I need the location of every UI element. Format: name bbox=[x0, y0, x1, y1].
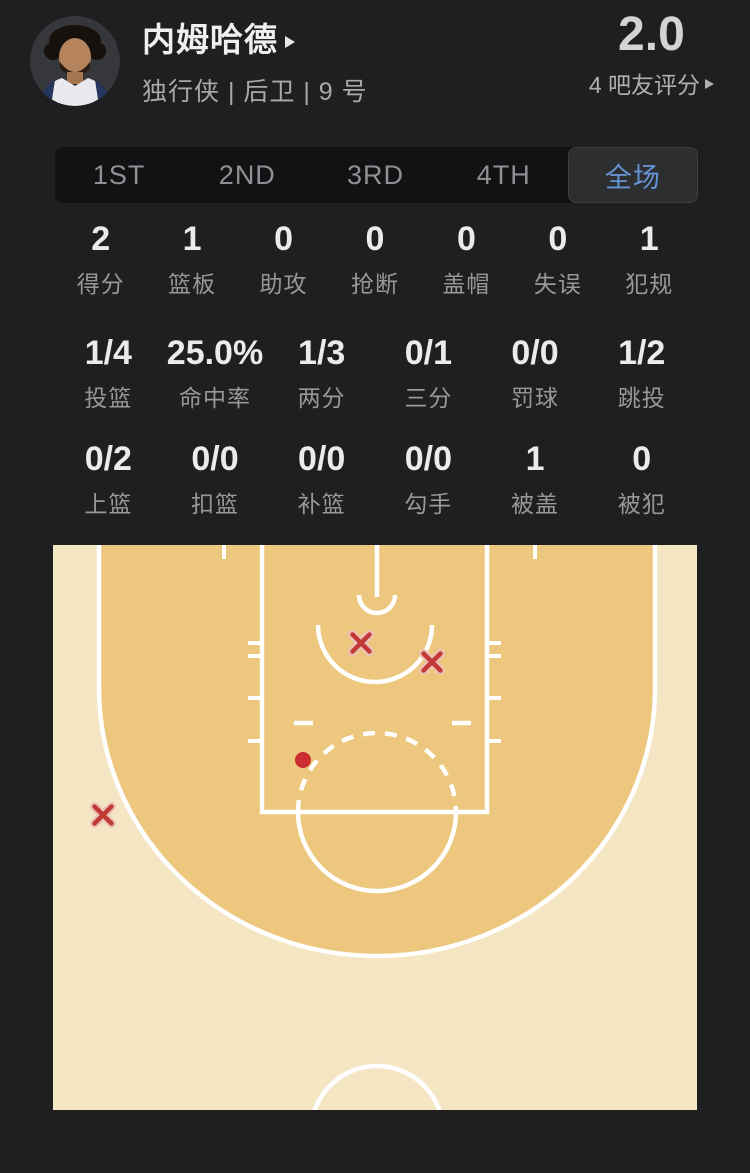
stat-盖帽: 0 盖帽 bbox=[421, 220, 512, 299]
stat-value: 2 bbox=[91, 220, 111, 258]
rating-link[interactable]: 2.0 4 吧友评分 bbox=[589, 10, 714, 100]
stat-label: 篮板 bbox=[168, 271, 217, 297]
stat-失误: 0 失误 bbox=[512, 220, 603, 299]
restricted-area-arc bbox=[315, 624, 435, 685]
free-throw-circle-solid bbox=[295, 811, 459, 894]
stat-value: 0/0 bbox=[511, 334, 559, 372]
stat-label: 犯规 bbox=[625, 271, 674, 297]
player-name-link[interactable]: 内姆哈德 bbox=[142, 22, 295, 58]
stat-label: 投篮 bbox=[84, 385, 133, 411]
shot-markers bbox=[90, 630, 445, 828]
stat-跳投: 1/2 跳投 bbox=[588, 334, 695, 413]
stat-value: 0 bbox=[365, 220, 385, 258]
stat-value: 0/2 bbox=[84, 440, 132, 478]
rating-caption: 4 吧友评分 bbox=[588, 72, 700, 98]
chevron-right-icon bbox=[705, 78, 714, 89]
stat-value: 0/1 bbox=[404, 334, 452, 372]
stat-两分: 1/3 两分 bbox=[268, 334, 375, 413]
stat-被盖: 1 被盖 bbox=[482, 440, 589, 519]
stat-label: 盖帽 bbox=[442, 271, 491, 297]
stat-value: 1 bbox=[639, 220, 659, 258]
stat-扣篮: 0/0 扣篮 bbox=[162, 440, 269, 519]
stat-抢断: 0 抢断 bbox=[329, 220, 420, 299]
stat-label: 上篮 bbox=[84, 491, 133, 517]
player-header: 内姆哈德 独行侠 | 后卫 | 9 号 2.0 4 吧友评分 bbox=[0, 0, 750, 140]
stat-label: 被盖 bbox=[511, 491, 560, 517]
player-name: 内姆哈德 bbox=[142, 21, 278, 58]
stat-label: 罚球 bbox=[511, 385, 560, 411]
stat-label: 失误 bbox=[533, 271, 582, 297]
stat-补篮: 0/0 补篮 bbox=[268, 440, 375, 519]
stat-value: 1/3 bbox=[298, 334, 346, 372]
stat-value: 25.0% bbox=[166, 334, 264, 372]
rating-value: 2.0 bbox=[618, 8, 685, 61]
stat-value: 1 bbox=[182, 220, 202, 258]
missed-shot-marker bbox=[348, 630, 374, 656]
stat-被犯: 0 被犯 bbox=[588, 440, 695, 519]
stat-勾手: 0/0 勾手 bbox=[375, 440, 482, 519]
stat-label: 三分 bbox=[404, 385, 453, 411]
made-shot-marker bbox=[295, 752, 311, 768]
court-floor-inside-arc bbox=[99, 545, 655, 956]
lane-lines bbox=[259, 545, 490, 815]
missed-shot-marker bbox=[419, 649, 445, 675]
stat-value: 1 bbox=[525, 440, 545, 478]
stat-命中率: 25.0% 命中率 bbox=[162, 334, 269, 413]
rim-arc bbox=[356, 594, 398, 616]
stat-label: 得分 bbox=[76, 271, 125, 297]
stat-罚球: 0/0 罚球 bbox=[482, 334, 589, 413]
stat-投篮: 1/4 投篮 bbox=[55, 334, 162, 413]
stats-row-shot-types: 0/2 上篮 0/0 扣篮 0/0 补篮 0/0 勾手 1 被盖 0 被犯 bbox=[55, 440, 695, 519]
stat-label: 跳投 bbox=[617, 385, 666, 411]
stats-row-basic: 2 得分 1 篮板 0 助攻 0 抢断 0 盖帽 0 失误 1 犯规 bbox=[55, 220, 695, 299]
stat-value: 0 bbox=[632, 440, 652, 478]
tab-1ST[interactable]: 1ST bbox=[92, 159, 146, 190]
stat-value: 1/2 bbox=[618, 334, 666, 372]
stat-助攻: 0 助攻 bbox=[238, 220, 329, 299]
center-circle bbox=[312, 1063, 442, 1110]
chevron-right-icon bbox=[285, 35, 295, 48]
three-point-line bbox=[96, 545, 658, 959]
tab-4TH[interactable]: 4TH bbox=[476, 159, 531, 190]
stat-label: 被犯 bbox=[617, 491, 666, 517]
stat-三分: 0/1 三分 bbox=[375, 334, 482, 413]
stat-value: 1/4 bbox=[84, 334, 132, 372]
stat-label: 两分 bbox=[297, 385, 346, 411]
stat-value: 0 bbox=[274, 220, 294, 258]
stat-value: 0/0 bbox=[298, 440, 346, 478]
stat-label: 补篮 bbox=[297, 491, 346, 517]
stat-label: 抢断 bbox=[350, 271, 399, 297]
player-avatar[interactable] bbox=[30, 16, 120, 106]
quarter-tabbar: 1ST 2ND 3RD 4TH 全场 bbox=[55, 147, 699, 203]
player-meta: 独行侠 | 后卫 | 9 号 bbox=[142, 78, 368, 106]
shot-chart-court bbox=[53, 545, 697, 1110]
stat-label: 勾手 bbox=[404, 491, 453, 517]
stat-篮板: 1 篮板 bbox=[146, 220, 237, 299]
stat-value: 0 bbox=[456, 220, 476, 258]
lane-hash-marks bbox=[248, 641, 501, 743]
stat-value: 0 bbox=[548, 220, 568, 258]
stat-犯规: 1 犯规 bbox=[604, 220, 695, 299]
tab-2ND[interactable]: 2ND bbox=[218, 159, 276, 190]
stats-row-shooting: 1/4 投篮 25.0% 命中率 1/3 两分 0/1 三分 0/0 罚球 1/2 跳投 bbox=[55, 334, 695, 413]
stat-得分: 2 得分 bbox=[55, 220, 146, 299]
stat-label: 助攻 bbox=[259, 271, 308, 297]
player-photo bbox=[30, 16, 120, 106]
stat-label: 命中率 bbox=[179, 385, 251, 411]
stat-上篮: 0/2 上篮 bbox=[55, 440, 162, 519]
stat-label: 扣篮 bbox=[191, 491, 239, 517]
tab-全场[interactable]: 全场 bbox=[567, 147, 699, 203]
stat-value: 0/0 bbox=[191, 440, 239, 478]
tab-3RD[interactable]: 3RD bbox=[347, 159, 405, 190]
stat-value: 0/0 bbox=[404, 440, 452, 478]
missed-shot-marker bbox=[90, 802, 116, 828]
baseline-ticks bbox=[222, 545, 537, 559]
